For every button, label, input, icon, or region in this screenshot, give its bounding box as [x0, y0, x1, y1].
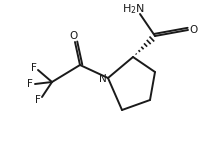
Text: F: F: [27, 79, 33, 89]
Text: F: F: [35, 95, 41, 105]
Text: O: O: [70, 31, 78, 41]
Text: N: N: [99, 74, 107, 84]
Text: F: F: [31, 63, 37, 73]
Text: O: O: [189, 25, 197, 35]
Text: H$_2$N: H$_2$N: [122, 2, 144, 16]
